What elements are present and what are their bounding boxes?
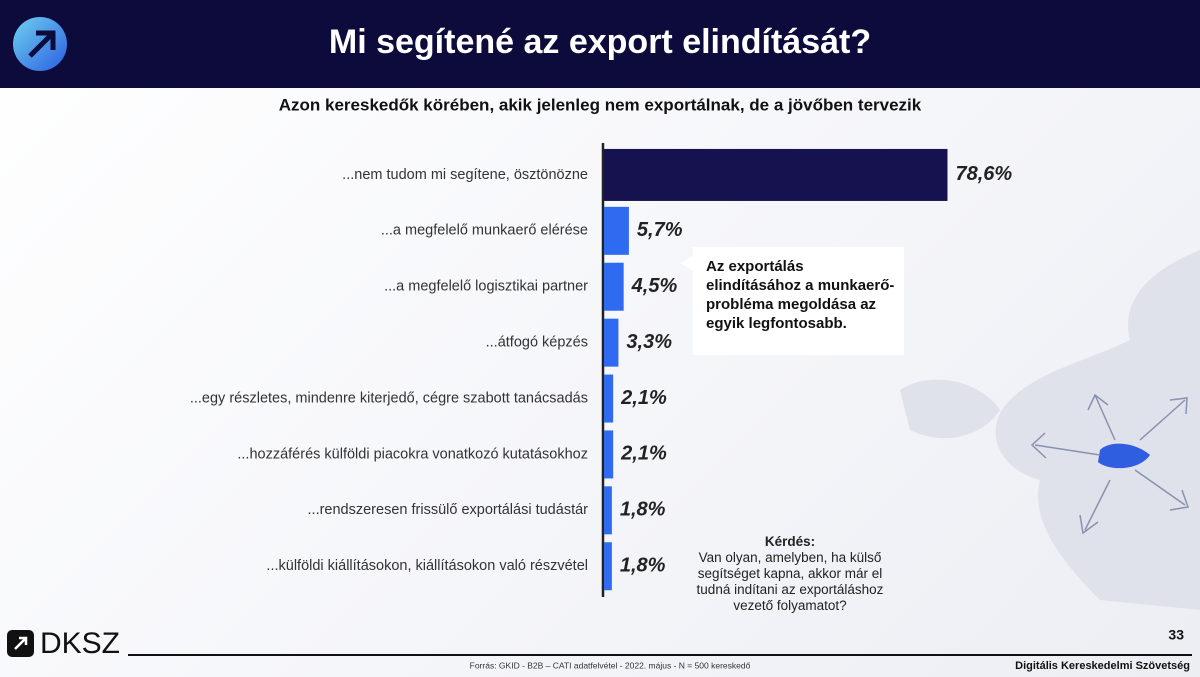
footer-logo: DKSZ (40, 627, 120, 660)
callout-text: Az exportálás elindításához a munkaerő-p… (706, 258, 895, 332)
category-label: ...nem tudom mi segítene, ösztönözne (342, 167, 588, 183)
bar (604, 430, 614, 479)
map-decoration (900, 250, 1200, 610)
header-band (0, 0, 1200, 88)
category-label: ...a megfelelő logisztikai partner (384, 279, 588, 295)
title: Mi segítené az export elindítását? (329, 23, 871, 61)
category-label: ...hozzáférés külföldi piacokra vonatkoz… (237, 446, 588, 462)
value-label: 1,8% (620, 555, 666, 577)
value-label: 78,6% (955, 163, 1012, 185)
value-label: 4,5% (631, 275, 678, 297)
question: Kérdés: Van olyan, amelyben, ha külső se… (680, 534, 900, 614)
organization: Digitális Kereskedelmi Szövetség (1015, 660, 1190, 672)
value-label: 1,8% (620, 499, 666, 521)
page-number: 33 (1168, 627, 1184, 643)
bar (604, 262, 624, 311)
subtitle: Azon kereskedők körében, akik jelenleg n… (279, 95, 922, 114)
callout-pointer (680, 255, 695, 272)
bar (604, 148, 948, 201)
question-text: Van olyan, amelyben, ha külső segítséget… (696, 550, 884, 613)
bar (604, 206, 629, 255)
footer-logo-arrow (14, 636, 28, 650)
value-label: 5,7% (637, 219, 683, 241)
bar (604, 542, 612, 591)
source: Forrás: GKID - B2B – CATI adatfelvétel -… (470, 660, 751, 670)
category-label: ...a megfelelő munkaerő elérése (381, 223, 588, 239)
value-label: 2,1% (620, 387, 667, 409)
bar (604, 318, 619, 367)
category-label: ...átfogó képzés (486, 334, 588, 350)
category-label: ...rendszeresen frissülő exportálási tud… (308, 502, 589, 518)
value-label: 2,1% (620, 443, 667, 465)
category-label: ...külföldi kiállításokon, kiállításokon… (266, 558, 588, 574)
bar (604, 374, 614, 423)
value-label: 3,3% (626, 331, 672, 353)
category-label: ...egy részletes, mindenre kiterjedő, cé… (190, 390, 588, 406)
logo-arrow (28, 30, 56, 58)
bar (604, 486, 612, 535)
callout-box (693, 247, 904, 355)
question-title: Kérdés: (764, 534, 816, 549)
